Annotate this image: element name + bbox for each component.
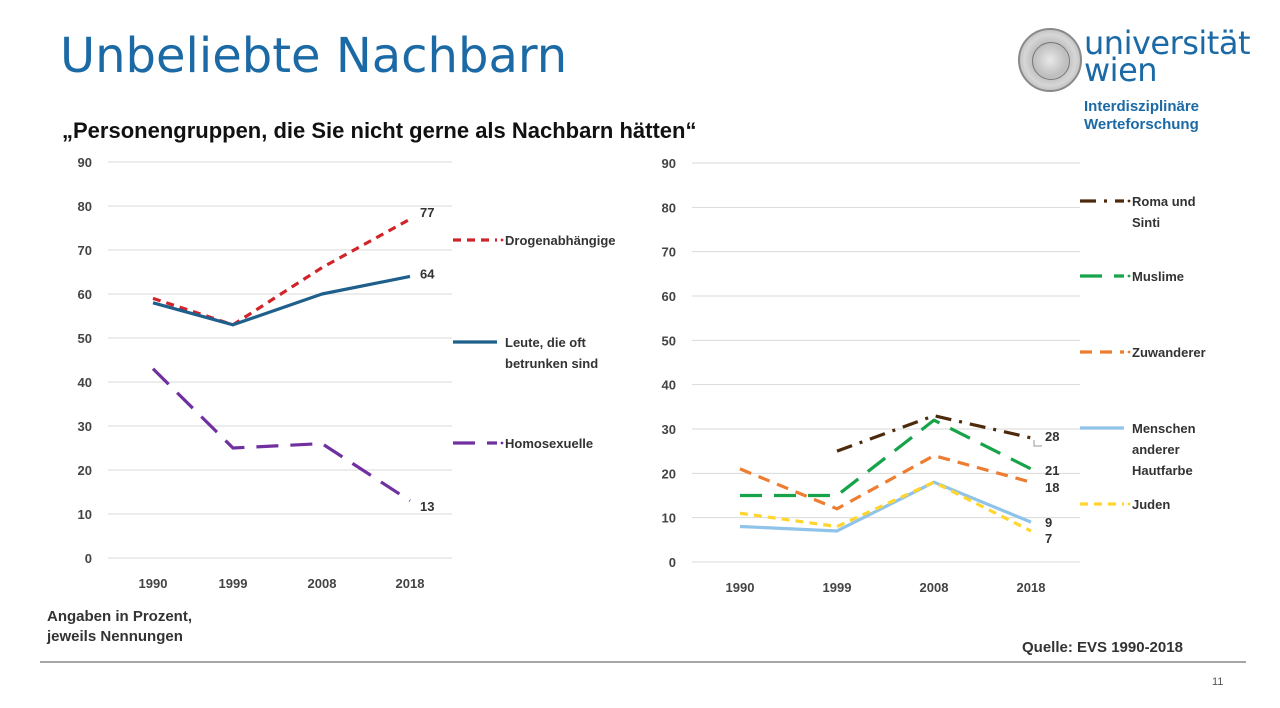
source-note: Quelle: EVS 1990-2018 — [1022, 639, 1183, 656]
y-tick-label: 80 — [78, 199, 92, 214]
chart-right: 0 10 20 30 40 50 60 70 80 90 1990 1999 2008 2018 28 Rom… — [662, 156, 1206, 595]
footer-divider — [40, 661, 1246, 663]
logo-name: universität wien — [1084, 24, 1251, 89]
x-tick-label: 1999 — [823, 580, 852, 595]
university-seal-icon — [1018, 28, 1082, 92]
data-label: 21 — [1045, 463, 1059, 478]
slide-title: Unbeliebte Nachbarn — [60, 28, 568, 84]
y-tick-label: 40 — [78, 375, 92, 390]
y-tick-label: 50 — [662, 333, 676, 348]
legend-label: Roma und — [1132, 194, 1196, 209]
series-line-homosexuelle — [151, 367, 411, 503]
label-leader-line — [1033, 440, 1042, 447]
y-tick-label: 0 — [85, 551, 92, 566]
legend-label: anderer — [1132, 442, 1180, 457]
legend-marker — [1127, 502, 1131, 506]
y-tick-label: 70 — [78, 243, 92, 258]
legend-label: Drogenabhängige — [505, 233, 616, 248]
y-tick-label: 70 — [662, 245, 676, 260]
units-note-line1: Angaben in Prozent, — [47, 608, 193, 625]
x-tick-label: 2018 — [396, 576, 425, 591]
logo-sub-line2: Werteforschung — [1084, 116, 1199, 133]
data-label: 77 — [420, 205, 434, 220]
y-tick-label: 20 — [78, 463, 92, 478]
y-tick-label: 50 — [78, 331, 92, 346]
logo-name-line2: wien — [1084, 51, 1158, 89]
y-tick-label: 90 — [662, 156, 676, 171]
legend-label: Sinti — [1132, 215, 1160, 230]
y-tick-label: 30 — [662, 422, 676, 437]
legend-marker — [1127, 350, 1131, 354]
y-tick-label: 30 — [78, 419, 92, 434]
logo-sub-line1: Interdisziplinäre — [1084, 98, 1200, 115]
series-line-leute-die-oft-betrunken-sind — [152, 274, 411, 327]
data-label: 7 — [1045, 531, 1052, 546]
logo-subtitle: Interdisziplinäre Werteforschung — [1084, 98, 1199, 134]
data-label: 64 — [420, 266, 435, 281]
legend-label: Zuwanderer — [1132, 345, 1206, 360]
legend-label: Muslime — [1132, 269, 1184, 284]
units-note: Angaben in Prozent, jeweils Nennungen — [47, 607, 192, 647]
legend-marker — [500, 238, 504, 242]
y-tick-label: 60 — [662, 289, 676, 304]
x-tick-label: 2008 — [920, 580, 949, 595]
legend-label: Menschen — [1132, 421, 1196, 436]
y-tick-label: 10 — [78, 507, 92, 522]
x-tick-label: 1990 — [726, 580, 755, 595]
series-line-juden — [739, 480, 1032, 533]
legend-label: Juden — [1132, 497, 1170, 512]
legend-marker — [1127, 199, 1131, 203]
legend-label: betrunken sind — [505, 356, 598, 371]
legend-label: Homosexuelle — [505, 436, 593, 451]
chart-left: 0 10 20 30 40 50 60 70 80 90 1990 1999 2008 2018 77 Dro… — [78, 155, 616, 591]
logo-name-line1: universität — [1084, 24, 1251, 62]
y-tick-label: 0 — [669, 555, 676, 570]
legend-marker — [1127, 274, 1131, 278]
x-tick-label: 1990 — [139, 576, 168, 591]
legend-label: Leute, die oft — [505, 335, 587, 350]
units-note-line2: jeweils Nennungen — [47, 628, 183, 645]
x-tick-label: 2008 — [308, 576, 337, 591]
y-tick-label: 40 — [662, 378, 676, 393]
legend-marker — [500, 441, 504, 445]
y-tick-label: 20 — [662, 466, 676, 481]
series-line-muslime — [740, 418, 1032, 498]
data-label: 9 — [1045, 515, 1052, 530]
university-logo: universität wien Interdisziplinäre Werte… — [1018, 24, 1258, 138]
slide-subtitle: „Personengruppen, die Sie nicht gerne al… — [62, 118, 697, 143]
data-label: 28 — [1045, 429, 1059, 444]
page-number: 11 — [1212, 676, 1224, 688]
series-line-zuwanderer — [739, 454, 1032, 511]
data-label: 18 — [1045, 480, 1059, 495]
y-tick-label: 80 — [662, 200, 676, 215]
series-line-drogenabhängige — [152, 217, 411, 327]
y-tick-label: 10 — [662, 511, 676, 526]
legend-label: Hautfarbe — [1132, 463, 1193, 478]
data-label: 13 — [420, 499, 434, 514]
x-tick-label: 2018 — [1017, 580, 1046, 595]
x-tick-label: 1999 — [219, 576, 248, 591]
series-line-menschen-anderer-hautfarbe — [739, 480, 1032, 533]
y-tick-label: 90 — [78, 155, 92, 170]
y-tick-label: 60 — [78, 287, 92, 302]
